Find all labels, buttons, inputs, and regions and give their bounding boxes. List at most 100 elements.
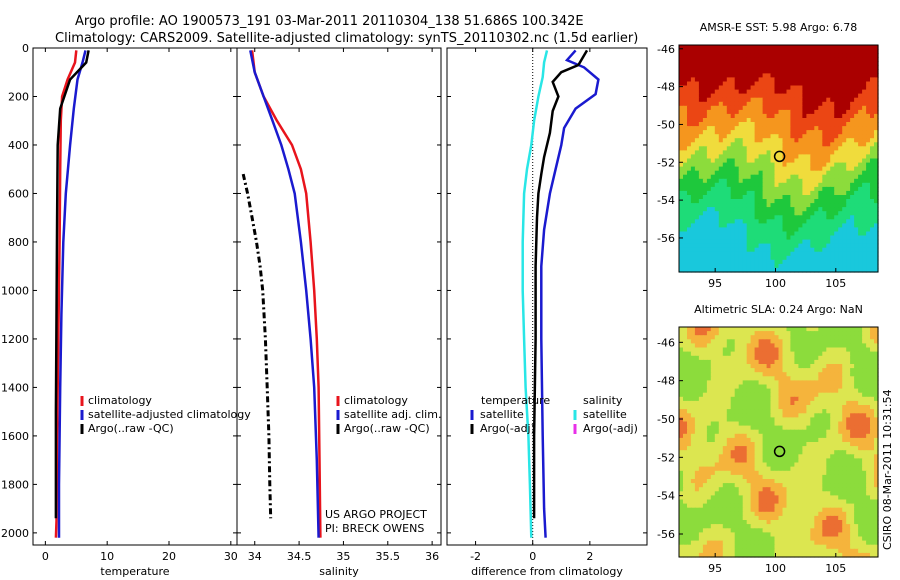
sst-cell: [818, 109, 823, 115]
sla-cell: [738, 433, 744, 439]
sla-cell: [754, 466, 760, 472]
sst-cell: [858, 219, 863, 224]
sst-cell: [738, 142, 744, 147]
sla-cell: [683, 368, 688, 373]
sst-cell: [702, 61, 708, 66]
sla-cell: [718, 400, 724, 406]
sla-cell: [830, 343, 835, 349]
sst-cell: [746, 85, 752, 91]
sst-cell: [786, 243, 792, 249]
sla-cell: [694, 417, 700, 423]
sst-cell: [770, 146, 776, 151]
sst-cell: [679, 263, 684, 269]
sla-cell: [746, 359, 752, 365]
sla-cell: [810, 442, 815, 447]
sla-cell: [726, 359, 732, 365]
sst-cell: [850, 118, 855, 123]
sst-cell: [802, 166, 807, 172]
sst-cell: [734, 259, 740, 265]
sst-cell: [866, 219, 871, 224]
sst-cell: [683, 61, 688, 66]
sla-cell: [762, 396, 768, 402]
sst-cell: [687, 134, 692, 139]
sla-cell: [738, 376, 744, 381]
sst-cell: [730, 61, 736, 66]
sst-cell: [714, 195, 720, 200]
sla-cell: [774, 335, 780, 340]
sst-cell: [798, 113, 803, 119]
sla-cell: [850, 413, 855, 418]
sst-cell: [687, 109, 692, 115]
sla-cell: [754, 454, 760, 459]
sst-cell: [690, 251, 696, 257]
sla-cell: [730, 462, 736, 468]
sla-cell: [846, 339, 851, 344]
sla-cell: [866, 446, 871, 451]
sla-cell: [750, 327, 756, 332]
sla-cell: [782, 327, 788, 332]
sst-cell: [834, 61, 839, 66]
sla-cell: [818, 331, 823, 336]
sst-cell: [842, 154, 847, 160]
sst-cell: [726, 199, 732, 204]
sst-cell: [778, 146, 784, 151]
sla-cell: [830, 466, 835, 472]
difference-legend-label: Argo(-adj): [583, 422, 638, 435]
sla-cell: [698, 425, 704, 431]
sla-cell: [722, 413, 728, 418]
sla-cell: [754, 343, 760, 349]
sst-cell: [746, 109, 752, 115]
sst-cell: [774, 227, 780, 233]
sla-cell: [794, 454, 799, 459]
sst-cell: [782, 195, 788, 200]
sla-cell: [858, 466, 863, 472]
sst-cell: [838, 122, 843, 127]
sst-cell: [870, 81, 875, 87]
sst-cell: [782, 61, 788, 66]
sst-cell: [706, 267, 712, 273]
sst-cell: [714, 178, 720, 184]
sst-cell: [698, 93, 704, 99]
sst-cell: [810, 178, 815, 184]
sla-cell: [758, 470, 764, 476]
sla-cell: [750, 483, 756, 488]
sst-cell: [766, 243, 772, 249]
sst-cell: [806, 142, 811, 147]
sla-cell: [798, 343, 803, 349]
sst-cell: [818, 195, 823, 200]
sst-cell: [782, 199, 788, 204]
sst-cell: [687, 251, 692, 257]
sla-cell: [866, 339, 871, 344]
sst-cell: [694, 203, 700, 208]
sla-cell: [746, 327, 752, 332]
sst-cell: [782, 223, 788, 229]
sst-cell: [734, 89, 740, 95]
sla-cell: [850, 466, 855, 472]
sla-cell: [762, 483, 768, 488]
sla-cell: [794, 343, 799, 349]
sst-cell: [830, 65, 835, 70]
sst-cell: [834, 190, 839, 196]
sst-cell: [694, 109, 700, 115]
sla-cell: [679, 372, 684, 377]
sla-cell: [846, 400, 851, 406]
sst-cell: [850, 65, 855, 70]
panel-temperature: 0 10 20 30020040060080010001200140016001800…: [1, 42, 251, 578]
sst-cell: [742, 251, 748, 257]
sla-cell: [726, 339, 732, 344]
sla-cell: [838, 339, 843, 344]
sst-cell: [758, 77, 764, 83]
sst-cell: [687, 203, 692, 208]
sst-cell: [782, 150, 788, 156]
sst-cell: [782, 231, 788, 237]
sla-cell: [730, 331, 736, 336]
sla-cell: [742, 417, 748, 423]
sst-cell: [842, 45, 847, 50]
sla-cell: [782, 380, 788, 386]
sst-cell: [806, 146, 811, 151]
sst-cell: [734, 134, 740, 139]
sst-cell: [786, 186, 792, 192]
sst-cell: [754, 97, 760, 103]
sst-cell: [798, 182, 803, 188]
sst-cell: [754, 126, 760, 131]
